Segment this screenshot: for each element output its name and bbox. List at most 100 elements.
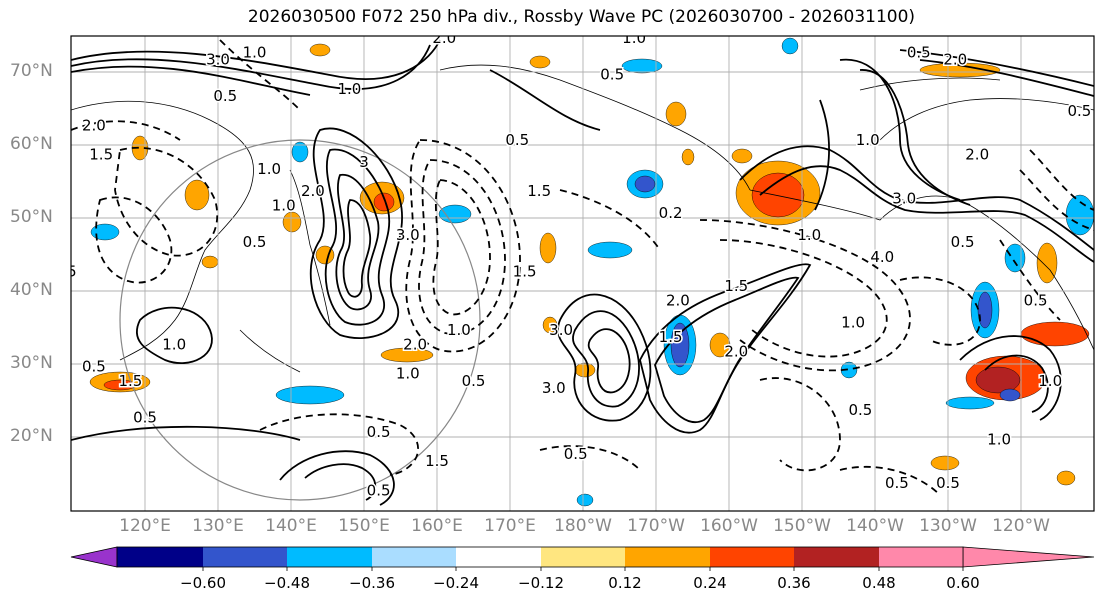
contour-label: 1.0 xyxy=(856,131,880,149)
map-title: 2026030500 F072 250 hPa div., Rossby Wav… xyxy=(247,7,916,27)
graticule xyxy=(71,36,1094,511)
colorbar-low-extension xyxy=(70,546,118,568)
contour-label: 0.5 xyxy=(31,248,55,266)
contour-label: 2.0 xyxy=(965,146,989,164)
contour-label: 0.2 xyxy=(659,204,683,222)
contour-label: 3.0 xyxy=(892,189,916,207)
contour-label: 1.0 xyxy=(987,430,1011,448)
contour-label: 0.5 xyxy=(1024,292,1048,310)
lon-label: 140°W xyxy=(846,516,904,536)
contour-label: 0.5 xyxy=(82,357,106,375)
lat-label: 40°N xyxy=(10,280,53,300)
contour-label: 1.0 xyxy=(622,29,646,47)
contour-label: 0.5 xyxy=(848,401,872,419)
colorbar-tick-label: −0.48 xyxy=(264,574,310,592)
contour-labels: 3.0 1.0 2.0 0.5 1.0 0.5 1.0 2.0 1.5 1.0 2.0 3 1.0 0.5… xyxy=(31,29,1105,501)
lat-label: 50°N xyxy=(10,207,53,227)
contour-label: 0.5 xyxy=(907,43,931,61)
colorbar-high-extension xyxy=(962,546,1095,568)
contour-label: 1.0 xyxy=(797,226,821,244)
colorbar-tick-label: 0.12 xyxy=(608,574,642,592)
colorbar-tick-label: 0.36 xyxy=(777,574,811,592)
lon-label: 180°W xyxy=(554,516,612,536)
lon-label: 150°E xyxy=(338,516,390,536)
contour-label: 0.5 xyxy=(367,423,391,441)
lon-label: 170°W xyxy=(627,516,685,536)
colorbar-tick-label: 0.48 xyxy=(862,574,896,592)
contour-label: 0.5 xyxy=(133,408,157,426)
contour-label: 1.0 xyxy=(337,80,361,98)
lat-label: 60°N xyxy=(10,134,53,154)
colorbar-tick-label: −0.24 xyxy=(433,574,479,592)
contour-label: 0.5 xyxy=(367,481,391,499)
contour-label: 0.5 xyxy=(505,131,529,149)
lon-label: 160°E xyxy=(411,516,463,536)
colorbar-segment xyxy=(794,547,879,567)
contour-label: 2.0 xyxy=(82,116,106,134)
contour-label: 0.5 xyxy=(213,87,237,105)
contour-label: 1.0 xyxy=(841,314,865,332)
contour-label: 2.0 xyxy=(432,29,456,47)
contour-label: 3.0 xyxy=(542,379,566,397)
colorbar-segment xyxy=(372,547,456,567)
colorbar-segment xyxy=(710,547,794,567)
contour-label: 3.0 xyxy=(206,51,230,69)
contour-label: 1.0 xyxy=(257,160,281,178)
lat-label: 30°N xyxy=(10,353,53,373)
region-circle xyxy=(119,139,481,501)
contour-label: 0.5 xyxy=(936,474,960,492)
colorbar-segment xyxy=(456,547,541,567)
lon-label: 120°E xyxy=(119,516,171,536)
colorbar-segment xyxy=(879,547,963,567)
contour-label: 0.5 xyxy=(462,372,486,390)
contour-label: 0.5 xyxy=(1067,102,1091,120)
colorbar-tick-label: −0.12 xyxy=(518,574,564,592)
contour-label: 0.5 xyxy=(243,233,267,251)
lon-label: 140°E xyxy=(265,516,317,536)
contour-label: 1.0 xyxy=(396,365,420,383)
colorbar-tick-label: −0.60 xyxy=(180,574,226,592)
contour-label: 1.0 xyxy=(447,321,471,339)
map-frame xyxy=(70,35,1095,512)
lon-label: 130°W xyxy=(919,516,977,536)
contour-label: 3 xyxy=(359,153,369,171)
contour-label: 1.5 xyxy=(527,182,551,200)
lon-label: 170°E xyxy=(484,516,536,536)
contour-label: 2.0 xyxy=(301,182,325,200)
contour-label: 1.5 xyxy=(659,328,683,346)
contour-label: 1.5 xyxy=(425,452,449,470)
colorbar-segment xyxy=(541,547,625,567)
contour-label: 1.5 xyxy=(513,262,537,280)
contour-label: 3.0 xyxy=(549,321,573,339)
lon-label: 160°W xyxy=(700,516,758,536)
colorbar-tick-label: 0.60 xyxy=(946,574,980,592)
contour-label: 1.5 xyxy=(724,277,748,295)
contour-label: 1.5 xyxy=(118,372,142,390)
coastlines xyxy=(71,64,1094,373)
lon-label: 130°E xyxy=(192,516,244,536)
contour-label: 0.5 xyxy=(600,65,624,83)
contour-label: 1.0 xyxy=(243,43,267,61)
contour-label: 1.0 xyxy=(272,197,296,215)
contour-label: 1.0 xyxy=(1038,372,1062,390)
contour-label: 0.5 xyxy=(885,474,909,492)
contour-label: 1.0 xyxy=(162,335,186,353)
lon-label: 120°W xyxy=(992,516,1050,536)
colorbar-tick-label: 0.24 xyxy=(693,574,727,592)
contour-label: 2.0 xyxy=(403,335,427,353)
contour-label: 0.5 xyxy=(951,233,975,251)
colorbar-segment xyxy=(203,547,287,567)
divergence-shading xyxy=(89,37,1094,507)
lat-label: 70°N xyxy=(10,61,53,81)
colorbar-tick-label: −0.36 xyxy=(349,574,395,592)
contour-label: 0.5 xyxy=(1097,58,1105,76)
contour-label: 2.0 xyxy=(943,51,967,69)
colorbar-segment xyxy=(117,547,203,567)
colorbar xyxy=(70,546,1095,571)
contour-label: 0.5 xyxy=(564,445,588,463)
positive-contours xyxy=(71,39,1094,506)
colorbar-segment xyxy=(625,547,710,567)
lat-label: 20°N xyxy=(10,426,53,446)
negative-contours xyxy=(71,39,1094,496)
